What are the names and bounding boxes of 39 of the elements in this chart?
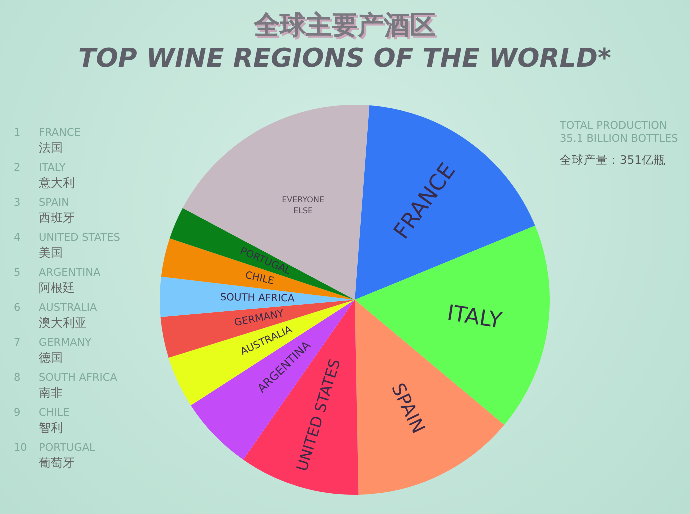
text: 法国 [39, 141, 64, 156]
text: 智利 [39, 421, 64, 436]
text: FRANCE [39, 126, 81, 141]
text: 6 [14, 301, 22, 316]
text: 葡萄牙 [39, 456, 76, 471]
text: 4 [14, 231, 22, 246]
text: TOTAL PRODUCTION [560, 120, 668, 133]
text: 澳大利亚 [39, 316, 88, 331]
text: AUSTRALIA [39, 301, 98, 316]
text: 1 [14, 126, 22, 141]
text: 10 [14, 441, 28, 456]
text: 7 [14, 336, 22, 351]
text: 全球产量：351亿瓶 [560, 153, 667, 167]
slice-label: EVERYONE ELSE [282, 196, 325, 216]
slice-label: SOUTH AFRICA [220, 292, 296, 305]
text: 意大利 [39, 176, 75, 191]
text: ITALY [39, 161, 67, 176]
text: 美国 [39, 246, 64, 261]
chart-subtitle: TOP WINE REGIONS OF THE WORLD* [77, 44, 613, 74]
text: CHILE [39, 406, 70, 421]
slice-label: GERMANY [234, 308, 286, 330]
text: GERMANY [39, 336, 92, 351]
text: 35.1 BILLION BOTTLES [560, 133, 678, 146]
slice-label: ITALY [446, 301, 504, 334]
text: 阿根廷 [39, 281, 76, 296]
text: 5 [14, 266, 22, 281]
text: 9 [14, 406, 22, 421]
text: UNITED STATES [39, 231, 120, 246]
text: 西班牙 [39, 211, 75, 226]
text: 德国 [39, 351, 64, 366]
text: 2 [14, 161, 22, 176]
text: PORTUGAL [39, 441, 96, 456]
text: 3 [14, 196, 22, 211]
text: SOUTH AFRICA [39, 371, 118, 386]
text: 8 [14, 371, 22, 386]
text: ARGENTINA [39, 266, 101, 281]
text: SPAIN [39, 196, 70, 211]
text: 南非 [39, 386, 64, 401]
chart-title: 全球主要产酒区 [252, 10, 437, 43]
